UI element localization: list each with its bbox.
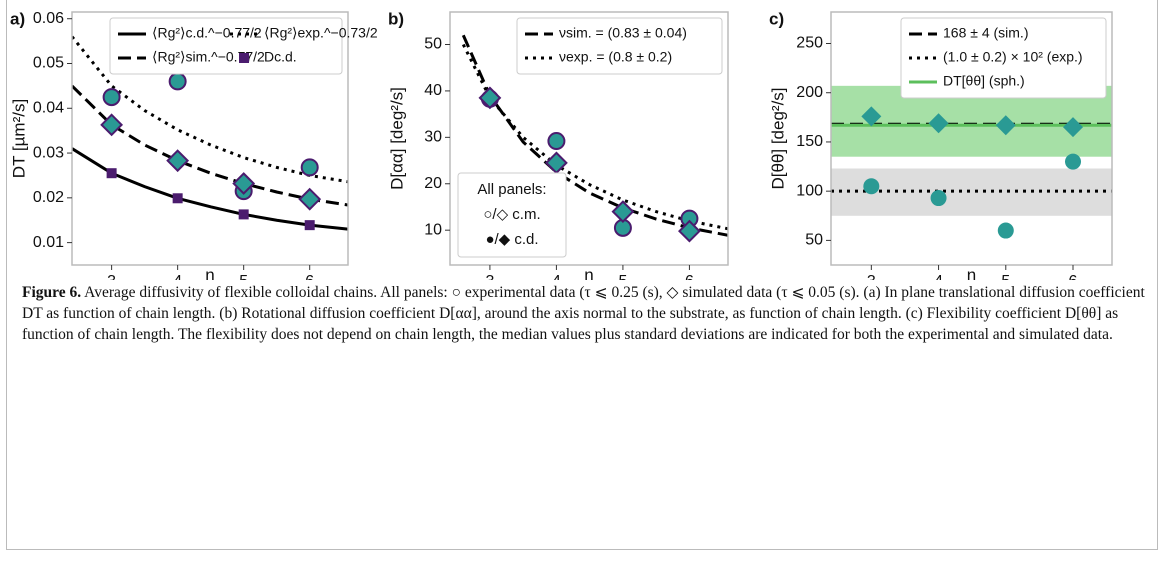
y-tick-label: 100 xyxy=(796,182,823,199)
y-tick-label: 0.05 xyxy=(33,55,64,72)
x-tick-label: 5 xyxy=(618,273,627,280)
y-tick-label: 50 xyxy=(805,232,823,249)
legend-label: ⟨Rg²⟩exp.^−0.73/2 xyxy=(264,25,378,41)
diamond-marker xyxy=(611,200,635,224)
x-axis-label: n xyxy=(584,265,593,280)
figure: 0.01 0.02 0.03 0.04 0.05 0.06 3 4 5 6 n DT [µm²/s] a… xyxy=(9,9,1113,280)
diamond-marker xyxy=(678,219,701,243)
diamond-marker xyxy=(166,149,190,173)
plot-frame xyxy=(449,11,729,266)
diamond-marker xyxy=(298,187,322,211)
circle-marker xyxy=(102,88,121,107)
x-tick-label: 4 xyxy=(173,273,182,280)
x-tick-label: 6 xyxy=(1069,273,1078,280)
legend-label: 168 ± 4 (sim.) xyxy=(943,25,1028,41)
legend-box xyxy=(900,17,1107,99)
x-tick-label: 3 xyxy=(107,273,116,280)
panel-label: c) xyxy=(769,9,784,28)
caption-text: Average diffusivity of flexible colloida… xyxy=(22,284,1145,343)
x-tick-label: 6 xyxy=(685,273,694,280)
circle-marker xyxy=(1065,153,1082,170)
y-tick-label: 0.04 xyxy=(33,99,64,116)
y-tick-label: 200 xyxy=(796,84,823,101)
x-tick-label: 3 xyxy=(485,273,494,280)
legend-label: ⟨Rg²⟩c.d.^−0.77/2 xyxy=(152,25,262,41)
diamond-marker xyxy=(100,113,124,137)
square-marker xyxy=(304,220,315,231)
legend-box xyxy=(516,17,723,75)
diamond-marker xyxy=(1063,117,1084,138)
y-tick-label: 250 xyxy=(796,35,823,52)
y-axis-label: DT [µm²/s] xyxy=(9,99,28,178)
diamond-marker xyxy=(232,172,256,195)
curve xyxy=(72,147,348,231)
y-tick-label: 20 xyxy=(424,175,442,192)
x-axis-label: n xyxy=(205,265,214,280)
y-tick-label: 50 xyxy=(424,36,442,53)
legend-label: DT[θθ] (sph.) xyxy=(943,73,1025,89)
circle-marker xyxy=(300,158,319,177)
diamond-marker xyxy=(478,86,502,110)
x-tick-label: 4 xyxy=(552,273,561,280)
x-tick-label: 3 xyxy=(867,273,876,280)
circle-marker xyxy=(997,222,1014,239)
square-marker xyxy=(238,209,249,220)
x-tick-label: 4 xyxy=(934,273,943,280)
caption: Figure 6. Average diffusivity of flexibl… xyxy=(22,282,1147,345)
y-tick-label: 0.06 xyxy=(33,10,64,27)
figure-frame xyxy=(6,0,1158,550)
legend-label: νexp. = (0.8 ± 0.2) xyxy=(559,49,672,65)
legend-label: Dc.d. xyxy=(264,49,297,65)
diamond-marker xyxy=(995,115,1016,136)
legend-box xyxy=(109,17,343,75)
legend-label: νsim. = (0.83 ± 0.04) xyxy=(559,25,687,41)
square-marker xyxy=(106,168,117,179)
circle-marker xyxy=(547,132,566,151)
plot-area xyxy=(461,34,728,243)
legend-label: ⟨Rg²⟩sim.^−0.77/2 xyxy=(152,49,265,65)
diamond-marker xyxy=(928,113,949,134)
plot-area xyxy=(72,35,348,231)
y-tick-label: 0.03 xyxy=(33,144,64,161)
y-tick-label: 40 xyxy=(424,82,442,99)
y-tick-label: 10 xyxy=(424,221,442,238)
x-axis-label: n xyxy=(967,265,976,280)
circle-marker xyxy=(168,72,187,91)
circle-marker xyxy=(930,190,947,207)
circle-marker xyxy=(863,178,880,195)
caption-label: Figure 6. xyxy=(22,284,82,301)
legend-label: (1.0 ± 0.2) × 10² (exp.) xyxy=(943,49,1083,65)
annotation-text: ●/◆ c.d. xyxy=(485,231,538,248)
y-tick-label: 30 xyxy=(424,129,442,146)
panel-label: b) xyxy=(388,9,404,28)
legend-swatch xyxy=(239,53,249,63)
x-tick-label: 5 xyxy=(239,273,248,280)
annotation-box xyxy=(457,172,567,258)
diamond-marker xyxy=(544,151,568,175)
square-marker xyxy=(172,193,183,204)
curve xyxy=(461,34,728,237)
annotation-text: ○/◇ c.m. xyxy=(483,206,540,223)
x-tick-label: 5 xyxy=(1001,273,1010,280)
curve xyxy=(72,35,348,184)
y-axis-label: D[θθ] [deg²/s] xyxy=(768,87,787,189)
y-tick-label: 0.02 xyxy=(33,189,64,206)
plot-frame xyxy=(71,11,349,266)
panel-label: a) xyxy=(10,9,25,28)
x-tick-label: 6 xyxy=(305,273,314,280)
y-tick-label: 0.01 xyxy=(33,234,64,251)
diamond-marker xyxy=(861,106,882,127)
annotation-text: All panels: xyxy=(477,181,546,198)
y-tick-label: 150 xyxy=(796,133,823,150)
curve xyxy=(72,84,348,207)
plot-area xyxy=(831,85,1112,239)
plot-frame xyxy=(830,11,1113,266)
y-axis-label: D[αα] [deg²/s] xyxy=(387,87,406,190)
curve xyxy=(461,43,728,231)
